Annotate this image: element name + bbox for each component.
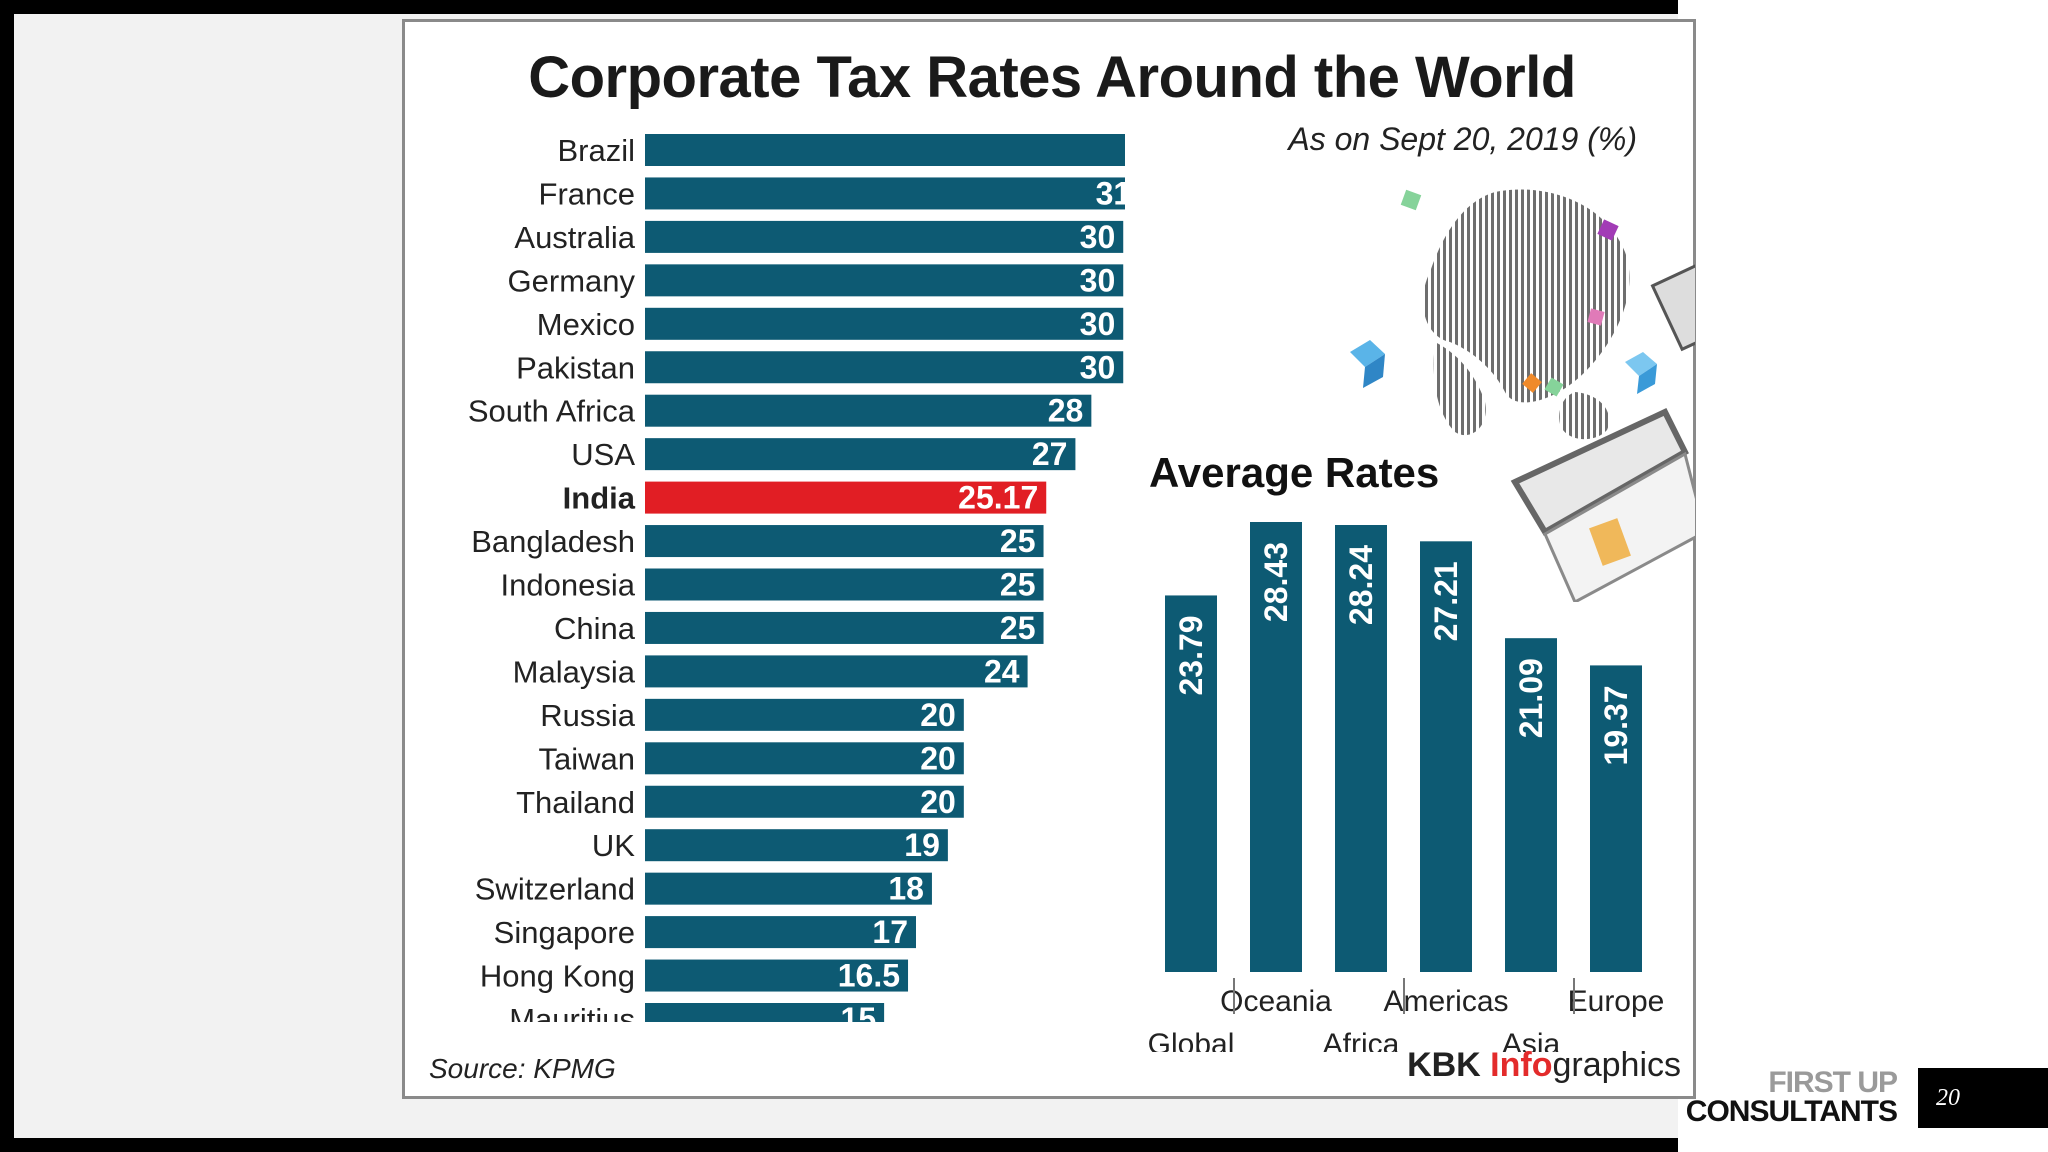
value-label-mauritius: 15 <box>841 1001 877 1022</box>
bar-malaysia <box>645 655 1028 688</box>
source-note: Source: KPMG <box>429 1053 616 1084</box>
country-label-pakistan: Pakistan <box>516 350 635 385</box>
avg-value-label-africa: 28.24 <box>1343 545 1379 625</box>
bar-germany <box>645 264 1124 297</box>
avg-category-label-americas: Americas <box>1383 985 1508 1018</box>
bar-mauritius <box>645 1003 885 1022</box>
bar-uk <box>645 829 948 862</box>
chart-title: Corporate Tax Rates Around the World <box>528 45 1576 110</box>
bar-singapore <box>645 916 916 949</box>
globe-laptop-illustration <box>1350 189 1695 602</box>
country-label-singapore: Singapore <box>494 915 635 950</box>
slide-margin <box>1678 0 2048 1152</box>
avg-category-label-africa: Africa <box>1323 1028 1400 1052</box>
country-label-india: India <box>563 481 636 516</box>
value-label-bangladesh: 25 <box>1000 523 1036 559</box>
avg-bar-global <box>1165 595 1217 972</box>
avg-category-label-europe: Europe <box>1568 985 1665 1018</box>
avg-bar-americas <box>1420 541 1472 972</box>
bar-pakistan <box>645 351 1124 384</box>
country-label-china: China <box>554 611 636 646</box>
bar-hong-kong <box>645 959 909 992</box>
value-label-mexico: 30 <box>1080 306 1116 342</box>
bar-china <box>645 611 1044 644</box>
bar-south-africa <box>645 394 1092 427</box>
country-label-switzerland: Switzerland <box>475 872 635 907</box>
value-label-thailand: 20 <box>920 784 956 820</box>
value-label-indonesia: 25 <box>1000 567 1036 603</box>
page-number: 20 <box>1918 1068 2048 1128</box>
avg-category-label-oceania: Oceania <box>1220 985 1332 1018</box>
avg-category-label-global: Global <box>1148 1028 1235 1052</box>
value-label-usa: 27 <box>1032 436 1068 472</box>
logo-consultants: CONSULTANTS <box>1685 1095 1898 1128</box>
country-label-russia: Russia <box>540 698 636 733</box>
country-label-south-africa: South Africa <box>468 394 636 429</box>
avg-value-label-asia: 21.09 <box>1513 658 1549 738</box>
country-label-germany: Germany <box>508 263 636 298</box>
average-rates-title: Average Rates <box>1149 449 1440 496</box>
country-tax-bar-chart: Brazil34France31Australia30Germany30Mexi… <box>468 133 1125 1022</box>
avg-bar-asia <box>1505 638 1557 972</box>
infographic: Corporate Tax Rates Around the World As … <box>402 19 1696 1099</box>
avg-bar-oceania <box>1250 522 1302 972</box>
country-label-brazil: Brazil <box>557 133 635 168</box>
average-rates-bar-chart: 23.79 Global 28.43 Oceania 28.24 Africa 27.21 A… <box>1148 522 1665 1052</box>
bar-india <box>645 481 1047 514</box>
chart-subtitle: As on Sept 20, 2019 (%) <box>1288 121 1637 157</box>
bar-brazil <box>645 134 1125 166</box>
avg-value-label-americas: 27.21 <box>1428 561 1464 641</box>
avg-category-label-asia: Asia <box>1502 1028 1561 1052</box>
country-label-usa: USA <box>571 437 635 472</box>
avg-value-label-oceania: 28.43 <box>1258 542 1294 622</box>
country-label-indonesia: Indonesia <box>501 568 636 603</box>
avg-bar-africa <box>1335 525 1387 972</box>
logo-first-up: FIRST UP <box>1768 1066 1898 1099</box>
credit-kbk: KBK <box>1407 1046 1491 1084</box>
value-label-india: 25.17 <box>958 480 1038 516</box>
country-label-taiwan: Taiwan <box>539 741 636 776</box>
country-label-mauritius: Mauritius <box>509 1002 635 1022</box>
bar-russia <box>645 698 964 731</box>
country-label-australia: Australia <box>514 220 635 255</box>
value-label-switzerland: 18 <box>888 871 924 907</box>
bar-australia <box>645 220 1124 253</box>
bar-mexico <box>645 307 1124 340</box>
value-label-china: 25 <box>1000 610 1036 646</box>
bar-bangladesh <box>645 525 1044 558</box>
country-label-bangladesh: Bangladesh <box>471 524 635 559</box>
credit-info: Info <box>1490 1046 1553 1084</box>
value-label-australia: 30 <box>1080 219 1116 255</box>
value-label-france: 31 <box>1096 175 1125 211</box>
infographic-credit: KBK Infographics <box>1407 1046 1681 1085</box>
bar-usa <box>645 438 1076 471</box>
value-label-malaysia: 24 <box>984 653 1020 689</box>
country-label-hong-kong: Hong Kong <box>480 959 635 994</box>
country-label-france: France <box>539 176 635 211</box>
bar-indonesia <box>645 568 1044 601</box>
value-label-uk: 19 <box>904 827 940 863</box>
value-label-hong-kong: 16.5 <box>838 958 900 994</box>
bar-switzerland <box>645 872 932 905</box>
bar-thailand <box>645 785 964 818</box>
country-label-malaysia: Malaysia <box>513 654 636 689</box>
country-label-mexico: Mexico <box>537 307 635 342</box>
bar-taiwan <box>645 742 964 775</box>
value-label-russia: 20 <box>920 697 956 733</box>
credit-graphics: graphics <box>1552 1046 1681 1084</box>
value-label-pakistan: 30 <box>1080 349 1116 385</box>
avg-value-label-global: 23.79 <box>1173 615 1209 695</box>
avg-bar-europe <box>1590 665 1642 972</box>
value-label-germany: 30 <box>1080 262 1116 298</box>
value-label-singapore: 17 <box>872 914 908 950</box>
value-label-south-africa: 28 <box>1048 393 1084 429</box>
value-label-taiwan: 20 <box>920 740 956 776</box>
bar-france <box>645 177 1125 210</box>
country-label-uk: UK <box>592 828 635 863</box>
avg-value-label-europe: 19.37 <box>1598 685 1634 765</box>
country-label-thailand: Thailand <box>516 785 635 820</box>
